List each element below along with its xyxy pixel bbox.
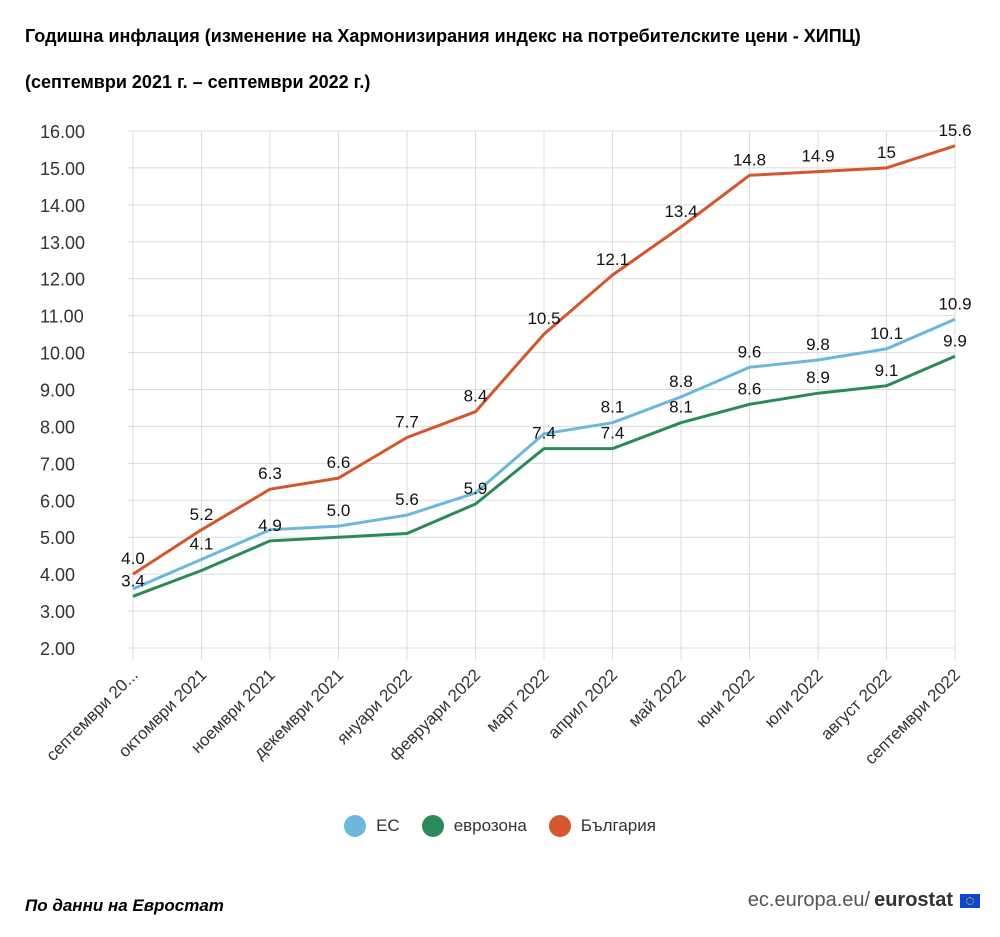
legend-label-eu: ЕС xyxy=(376,816,400,835)
data-label-eurozone: 7.4 xyxy=(532,424,556,443)
eu-flag-icon xyxy=(960,893,980,908)
brand-name: eurostat xyxy=(874,889,953,911)
data-label-eurozone: 3.4 xyxy=(121,571,145,590)
y-tick-label: 8.00 xyxy=(40,417,75,437)
data-label-bulgaria: 14.9 xyxy=(801,147,834,166)
x-tick-label: март 2022 xyxy=(482,665,552,735)
data-label-eurozone: 8.6 xyxy=(738,379,762,398)
data-label-eurozone: 9.1 xyxy=(875,361,899,380)
y-tick-label: 6.00 xyxy=(40,491,75,511)
data-label-eu: 9.8 xyxy=(806,335,830,354)
legend-marker-bulgaria xyxy=(548,815,571,837)
data-label-bulgaria: 14.8 xyxy=(733,150,766,169)
y-tick-label: 7.00 xyxy=(40,454,75,474)
data-label-eu: 5.6 xyxy=(395,490,419,509)
data-label-eurozone: 8.9 xyxy=(806,368,830,387)
legend-item-eurozone[interactable]: еврозона xyxy=(421,815,527,837)
data-label-bulgaria: 6.6 xyxy=(327,453,351,472)
data-label-bulgaria: 6.3 xyxy=(258,464,282,483)
data-label-eu: 5.0 xyxy=(327,501,351,520)
y-tick-label: 2.00 xyxy=(40,639,75,659)
y-tick-label: 13.00 xyxy=(40,233,85,253)
legend-label-eurozone: еврозона xyxy=(453,816,527,835)
line-chart: 16.00 15.00 14.00 13.00 12.00 11.00 10.00 9.00 8… xyxy=(40,121,972,768)
y-tick-label: 14.00 xyxy=(40,196,85,216)
data-label-bulgaria: 12.1 xyxy=(596,250,629,269)
series-line-eu xyxy=(132,317,956,591)
chart-subtitle: (септември 2021 г. – септември 2022 г.) xyxy=(25,72,371,92)
data-label-eu: 10.1 xyxy=(870,324,903,343)
data-label-eurozone: 8.1 xyxy=(669,398,693,417)
y-tick-label: 15.00 xyxy=(40,159,85,179)
legend-item-eu[interactable]: ЕС xyxy=(344,815,400,837)
data-label-eu: 8.1 xyxy=(601,398,625,417)
y-tick-label: 5.00 xyxy=(40,528,75,548)
legend-marker-eu xyxy=(344,815,367,837)
source-note: По данни на Евростат xyxy=(25,896,224,915)
brand-prefix: ec.europa.eu/ xyxy=(747,889,871,911)
legend-item-bulgaria[interactable]: България xyxy=(548,815,656,837)
x-tick-label: април 2022 xyxy=(544,665,621,742)
data-label-bulgaria: 5.2 xyxy=(190,505,214,524)
data-label-bulgaria: 4.0 xyxy=(121,549,145,568)
data-label-bulgaria: 8.4 xyxy=(464,387,488,406)
x-tick-label: май 2022 xyxy=(625,665,690,730)
y-tick-label: 12.00 xyxy=(40,270,85,290)
data-label-eu: 8.8 xyxy=(669,372,693,391)
x-tick-label: юни 2022 xyxy=(692,665,758,731)
data-label-bulgaria: 15.6 xyxy=(938,121,971,140)
series-line-bulgaria xyxy=(132,144,956,576)
data-label-bulgaria: 15 xyxy=(877,143,896,162)
legend-marker-eurozone xyxy=(421,815,444,837)
data-label-eu: 10.9 xyxy=(938,294,971,313)
data-label-bulgaria: 13.4 xyxy=(664,202,697,221)
data-label-eu: 9.6 xyxy=(738,342,762,361)
y-tick-label: 9.00 xyxy=(40,381,75,401)
legend-label-bulgaria: България xyxy=(580,816,656,835)
chart-title: Годишна инфлация (изменение на Хармонизи… xyxy=(25,26,861,46)
series-line-eurozone xyxy=(132,354,956,598)
y-tick-label: 10.00 xyxy=(40,344,85,364)
y-tick-label: 4.00 xyxy=(40,565,75,585)
data-label-eurozone: 9.9 xyxy=(943,331,967,350)
y-tick-label: 11.00 xyxy=(40,307,84,327)
eurostat-brand[interactable]: ec.europa.eu/eurostat xyxy=(748,889,980,912)
data-label-bulgaria: 10.5 xyxy=(527,309,560,328)
data-label-bulgaria: 7.7 xyxy=(395,413,419,432)
data-label-eurozone: 5.9 xyxy=(464,479,488,498)
y-tick-label: 16.00 xyxy=(40,122,85,142)
data-label-eu: 4.1 xyxy=(190,534,214,553)
y-tick-label: 3.00 xyxy=(40,602,75,622)
data-label-eurozone: 4.9 xyxy=(258,516,282,535)
legend: ЕС еврозона България xyxy=(0,815,1000,837)
data-label-eurozone: 7.4 xyxy=(601,424,625,443)
x-tick-label: юли 2022 xyxy=(761,665,827,731)
